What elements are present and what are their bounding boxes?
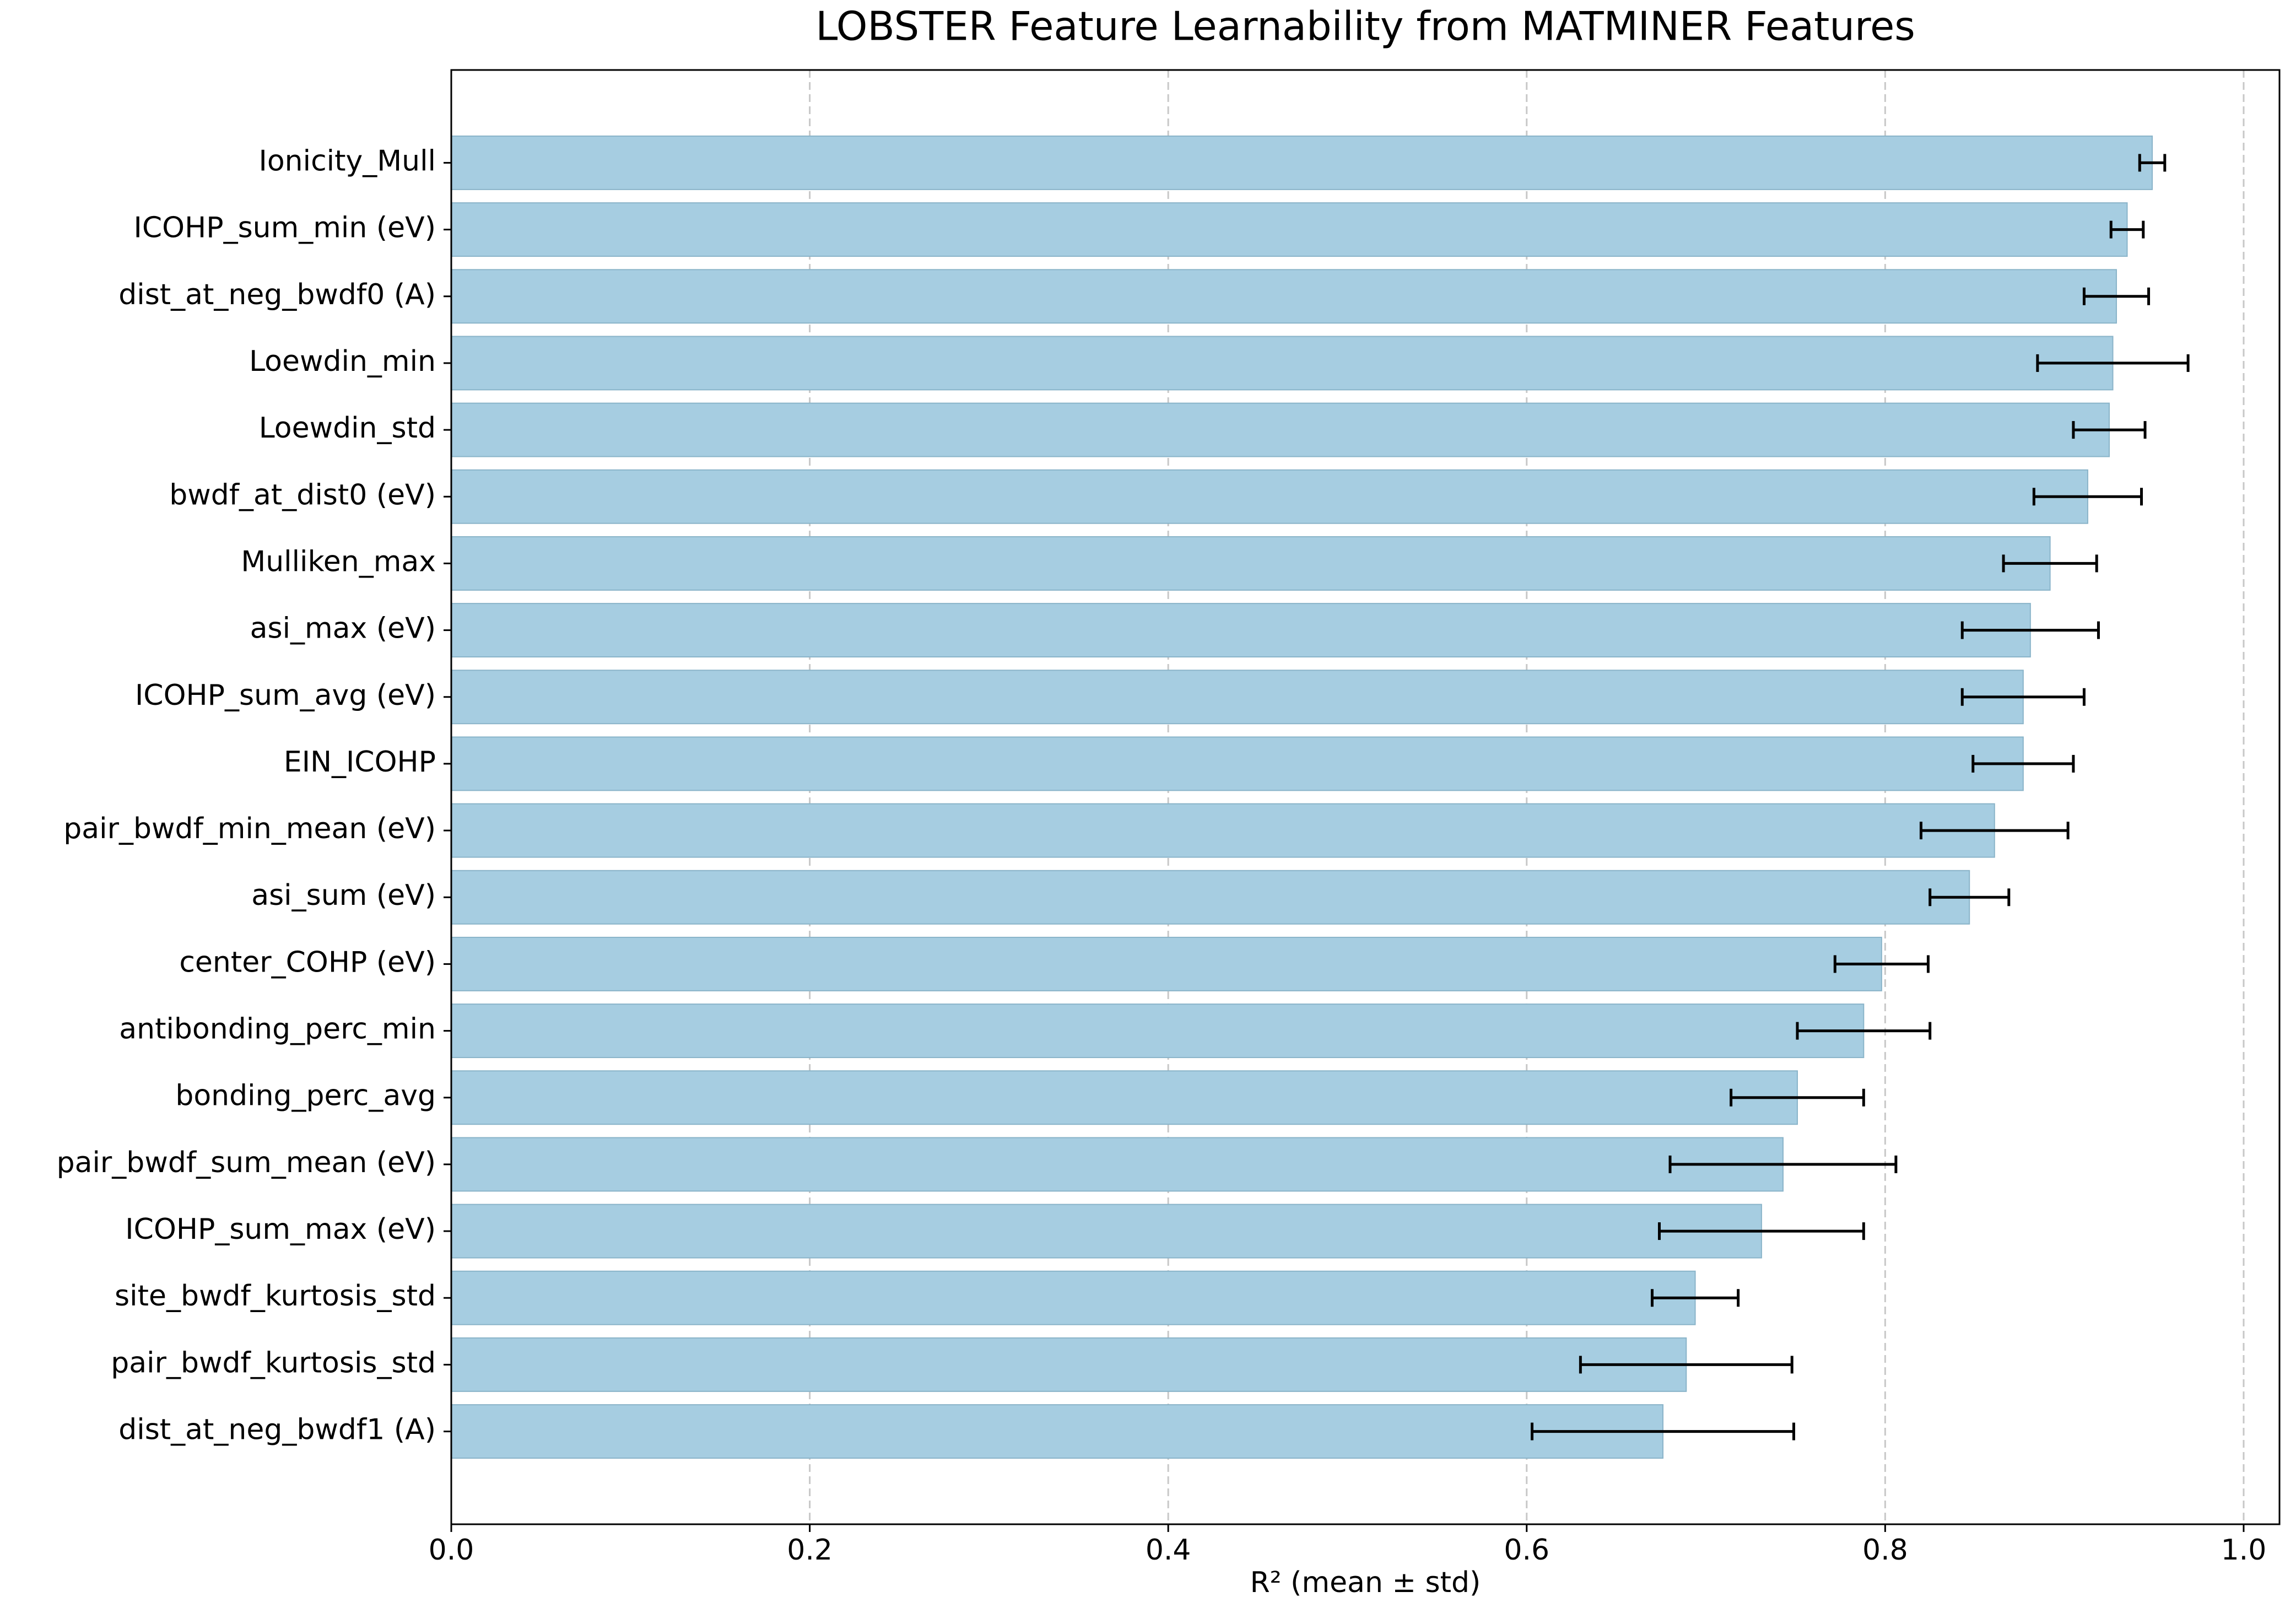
bar <box>451 1003 1865 1059</box>
y-tick-label: bwdf_at_dist0 (eV) <box>169 478 436 511</box>
bar <box>451 336 2114 391</box>
bar <box>451 1270 1696 1325</box>
chart-title: LOBSTER Feature Learnability from MATMIN… <box>815 3 1915 50</box>
bar <box>451 603 2031 658</box>
y-tick-label: asi_sum (eV) <box>251 879 436 912</box>
bar <box>451 402 2110 457</box>
y-tick-label: pair_bwdf_min_mean (eV) <box>63 812 436 845</box>
plot-frame <box>450 69 2281 1525</box>
x-tick-label: 0.8 <box>1862 1534 1908 1567</box>
bar <box>451 1204 1762 1259</box>
bar <box>451 536 2051 591</box>
y-tick-label: bonding_perc_avg <box>175 1080 436 1113</box>
y-tick-label: dist_at_neg_bwdf1 (A) <box>118 1413 436 1447</box>
y-tick-label: ICOHP_sum_min (eV) <box>134 212 436 245</box>
y-tick-label: ICOHP_sum_max (eV) <box>125 1213 436 1246</box>
bar <box>451 1337 1687 1392</box>
y-tick-label: center_COHP (eV) <box>179 946 436 979</box>
x-tick-label: 0.0 <box>429 1534 474 1567</box>
y-tick-label: Ionicity_Mull <box>259 144 436 177</box>
bar <box>451 870 1970 925</box>
x-tick-label: 0.6 <box>1504 1534 1549 1567</box>
x-tick-label: 0.4 <box>1146 1534 1191 1567</box>
x-axis-label: R² (mean ± std) <box>1250 1566 1481 1599</box>
y-tick-label: pair_bwdf_kurtosis_std <box>111 1346 436 1379</box>
y-tick-label: Loewdin_std <box>259 412 436 445</box>
y-tick-label: ICOHP_sum_avg (eV) <box>135 679 436 712</box>
bar <box>451 736 2024 791</box>
y-tick-label: Loewdin_min <box>249 345 436 378</box>
y-tick-label: site_bwdf_kurtosis_std <box>115 1280 436 1313</box>
bar <box>451 202 2128 257</box>
bar <box>451 670 2024 725</box>
bar <box>451 1404 1663 1459</box>
y-tick-label: Mulliken_max <box>241 545 436 578</box>
bar <box>451 936 1882 991</box>
x-tick-label: 0.2 <box>787 1534 833 1567</box>
y-tick-label: asi_max (eV) <box>250 612 436 645</box>
bar <box>451 1070 1798 1125</box>
x-tick-label: 1.0 <box>2221 1534 2267 1567</box>
y-tick-label: EIN_ICOHP <box>284 746 436 779</box>
bar <box>451 135 2153 190</box>
y-tick-label: pair_bwdf_sum_mean (eV) <box>57 1146 436 1179</box>
y-tick-label: dist_at_neg_bwdf0 (A) <box>118 278 436 311</box>
bar <box>451 269 2117 324</box>
y-tick-label: antibonding_perc_min <box>119 1013 436 1046</box>
bar <box>451 803 1995 858</box>
bar <box>451 469 2088 524</box>
bar <box>451 1137 1784 1192</box>
